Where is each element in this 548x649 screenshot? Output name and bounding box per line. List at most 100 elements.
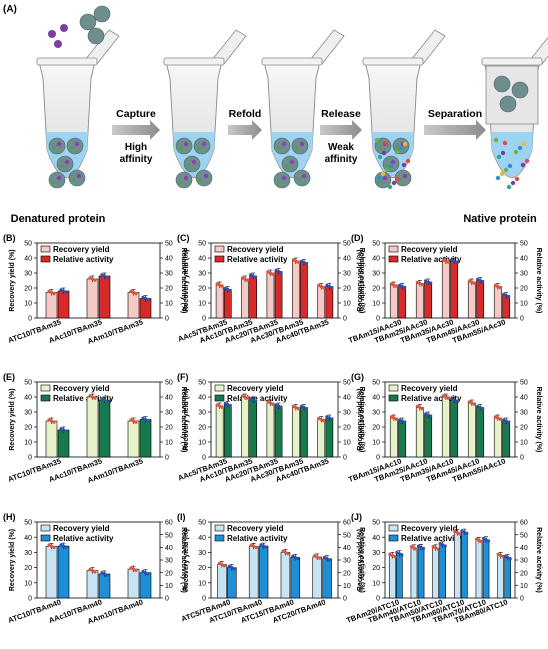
released-protein xyxy=(395,176,401,182)
replicate-point xyxy=(443,544,447,548)
charts-grid: (B) 0 10 20 30 40 50 0 10 20 30 40 50 Recovery yield … xyxy=(3,233,542,626)
protein xyxy=(277,146,281,150)
y2-axis-title: Relative activity (%) xyxy=(358,527,365,593)
replicate-point xyxy=(472,402,476,406)
y-tick-label: 0 xyxy=(28,316,32,323)
replicate-point xyxy=(394,284,398,288)
replicate-point xyxy=(317,283,321,287)
bar-activity xyxy=(57,290,70,319)
replicate-point xyxy=(502,292,506,296)
replicate-point xyxy=(286,552,290,556)
y2-tick-label: 0 xyxy=(165,596,169,603)
legend-label: Recovery yield xyxy=(227,245,284,254)
bar-recovery xyxy=(45,420,58,458)
replicate-point xyxy=(218,283,222,287)
replicate-point xyxy=(452,398,456,402)
released-protein xyxy=(394,149,400,155)
replicate-point xyxy=(434,546,438,550)
chart-F: (F) 0 10 20 30 40 50 0 10 20 30 40 50 Recovery yield … xyxy=(177,372,365,484)
y2-axis-title: Relative activity (%) xyxy=(535,527,542,593)
replicate-point xyxy=(228,404,232,408)
nanoparticle xyxy=(175,137,193,155)
bar-recovery xyxy=(475,539,483,599)
y2-tick-label: 30 xyxy=(165,410,173,417)
y-tick-label: 40 xyxy=(198,395,206,402)
replicate-point xyxy=(252,544,256,548)
replicate-point xyxy=(390,553,394,558)
protein xyxy=(197,146,201,150)
released-protein xyxy=(506,184,512,190)
legend-label: Recovery yield xyxy=(53,384,110,393)
released-protein xyxy=(495,175,501,181)
replicate-point xyxy=(416,544,421,548)
replicate-point xyxy=(296,557,300,561)
replicate-point xyxy=(304,262,309,266)
y2-tick-label: 50 xyxy=(520,241,528,248)
replicate-point xyxy=(444,395,448,399)
y2-tick-label: 30 xyxy=(520,410,528,417)
nanoparticle xyxy=(48,137,66,155)
y2-tick-label: 40 xyxy=(343,545,351,552)
bar-recovery xyxy=(497,555,504,599)
y-tick-label: 30 xyxy=(198,550,206,557)
plot-frame xyxy=(210,242,339,319)
replicate-point xyxy=(131,419,136,423)
protein xyxy=(301,173,307,179)
bar-recovery xyxy=(453,532,461,599)
legend-swatch xyxy=(40,534,51,542)
y-tick-label: 40 xyxy=(372,535,380,542)
y2-tick-label: 0 xyxy=(343,316,347,323)
bar-recovery xyxy=(45,546,58,599)
bar-activity xyxy=(450,260,459,319)
replicate-point xyxy=(100,571,104,575)
replicate-point xyxy=(317,416,321,420)
protein xyxy=(402,173,408,179)
legend-label: Relative activity xyxy=(401,534,462,543)
replicate-point xyxy=(271,402,275,406)
panel-letter: (F) xyxy=(177,372,189,382)
panel-letter: (D) xyxy=(351,233,364,243)
y2-tick-label: 20 xyxy=(343,570,351,577)
replicate-point xyxy=(397,552,401,556)
y2-axis-title: Relative activity (%) xyxy=(180,527,187,593)
denatured-protein xyxy=(48,30,56,38)
nanoparticle xyxy=(499,95,517,113)
replicate-point xyxy=(47,543,51,547)
y-tick-label: 20 xyxy=(24,565,32,572)
replicate-point xyxy=(215,282,219,286)
bar-recovery xyxy=(248,546,259,599)
y-tick-label: 30 xyxy=(198,410,206,417)
bar-recovery xyxy=(317,419,326,458)
replicate-point xyxy=(438,542,442,546)
replicate-point xyxy=(146,298,150,302)
bar-activity xyxy=(398,286,407,319)
replicate-point xyxy=(261,544,266,548)
chart-C: (C) 0 10 20 30 40 50 0 10 20 30 40 50 Recovery yield … xyxy=(177,233,365,345)
bar-recovery xyxy=(45,292,58,319)
protein xyxy=(285,164,289,168)
y-axis-title: Recovery yield (%) xyxy=(9,529,16,591)
replicate-point xyxy=(409,545,414,549)
y2-axis-title: Relative activity (%) xyxy=(358,387,365,453)
bar-activity xyxy=(57,429,70,458)
y2-tick-label: 20 xyxy=(165,425,173,432)
replicate-point xyxy=(479,539,484,544)
legend-label: Relative activity xyxy=(401,255,462,264)
replicate-point xyxy=(508,557,512,561)
y2-tick-label: 0 xyxy=(343,596,347,603)
replicate-point xyxy=(493,415,497,419)
y-tick-label: 20 xyxy=(372,286,380,293)
replicate-point xyxy=(436,547,440,551)
y-tick-label: 20 xyxy=(24,286,32,293)
chart-G: (G) 0 10 20 30 40 50 0 10 20 30 40 50 Recovery yield … xyxy=(347,372,542,484)
y2-tick-label: 30 xyxy=(520,558,528,565)
replicate-point xyxy=(299,259,304,263)
replicate-point xyxy=(134,568,138,572)
replicate-point xyxy=(293,555,297,560)
protein xyxy=(382,175,388,181)
replicate-point xyxy=(446,260,450,264)
protein xyxy=(179,146,183,150)
y-tick-label: 30 xyxy=(198,271,206,278)
y-tick-label: 0 xyxy=(376,596,380,603)
